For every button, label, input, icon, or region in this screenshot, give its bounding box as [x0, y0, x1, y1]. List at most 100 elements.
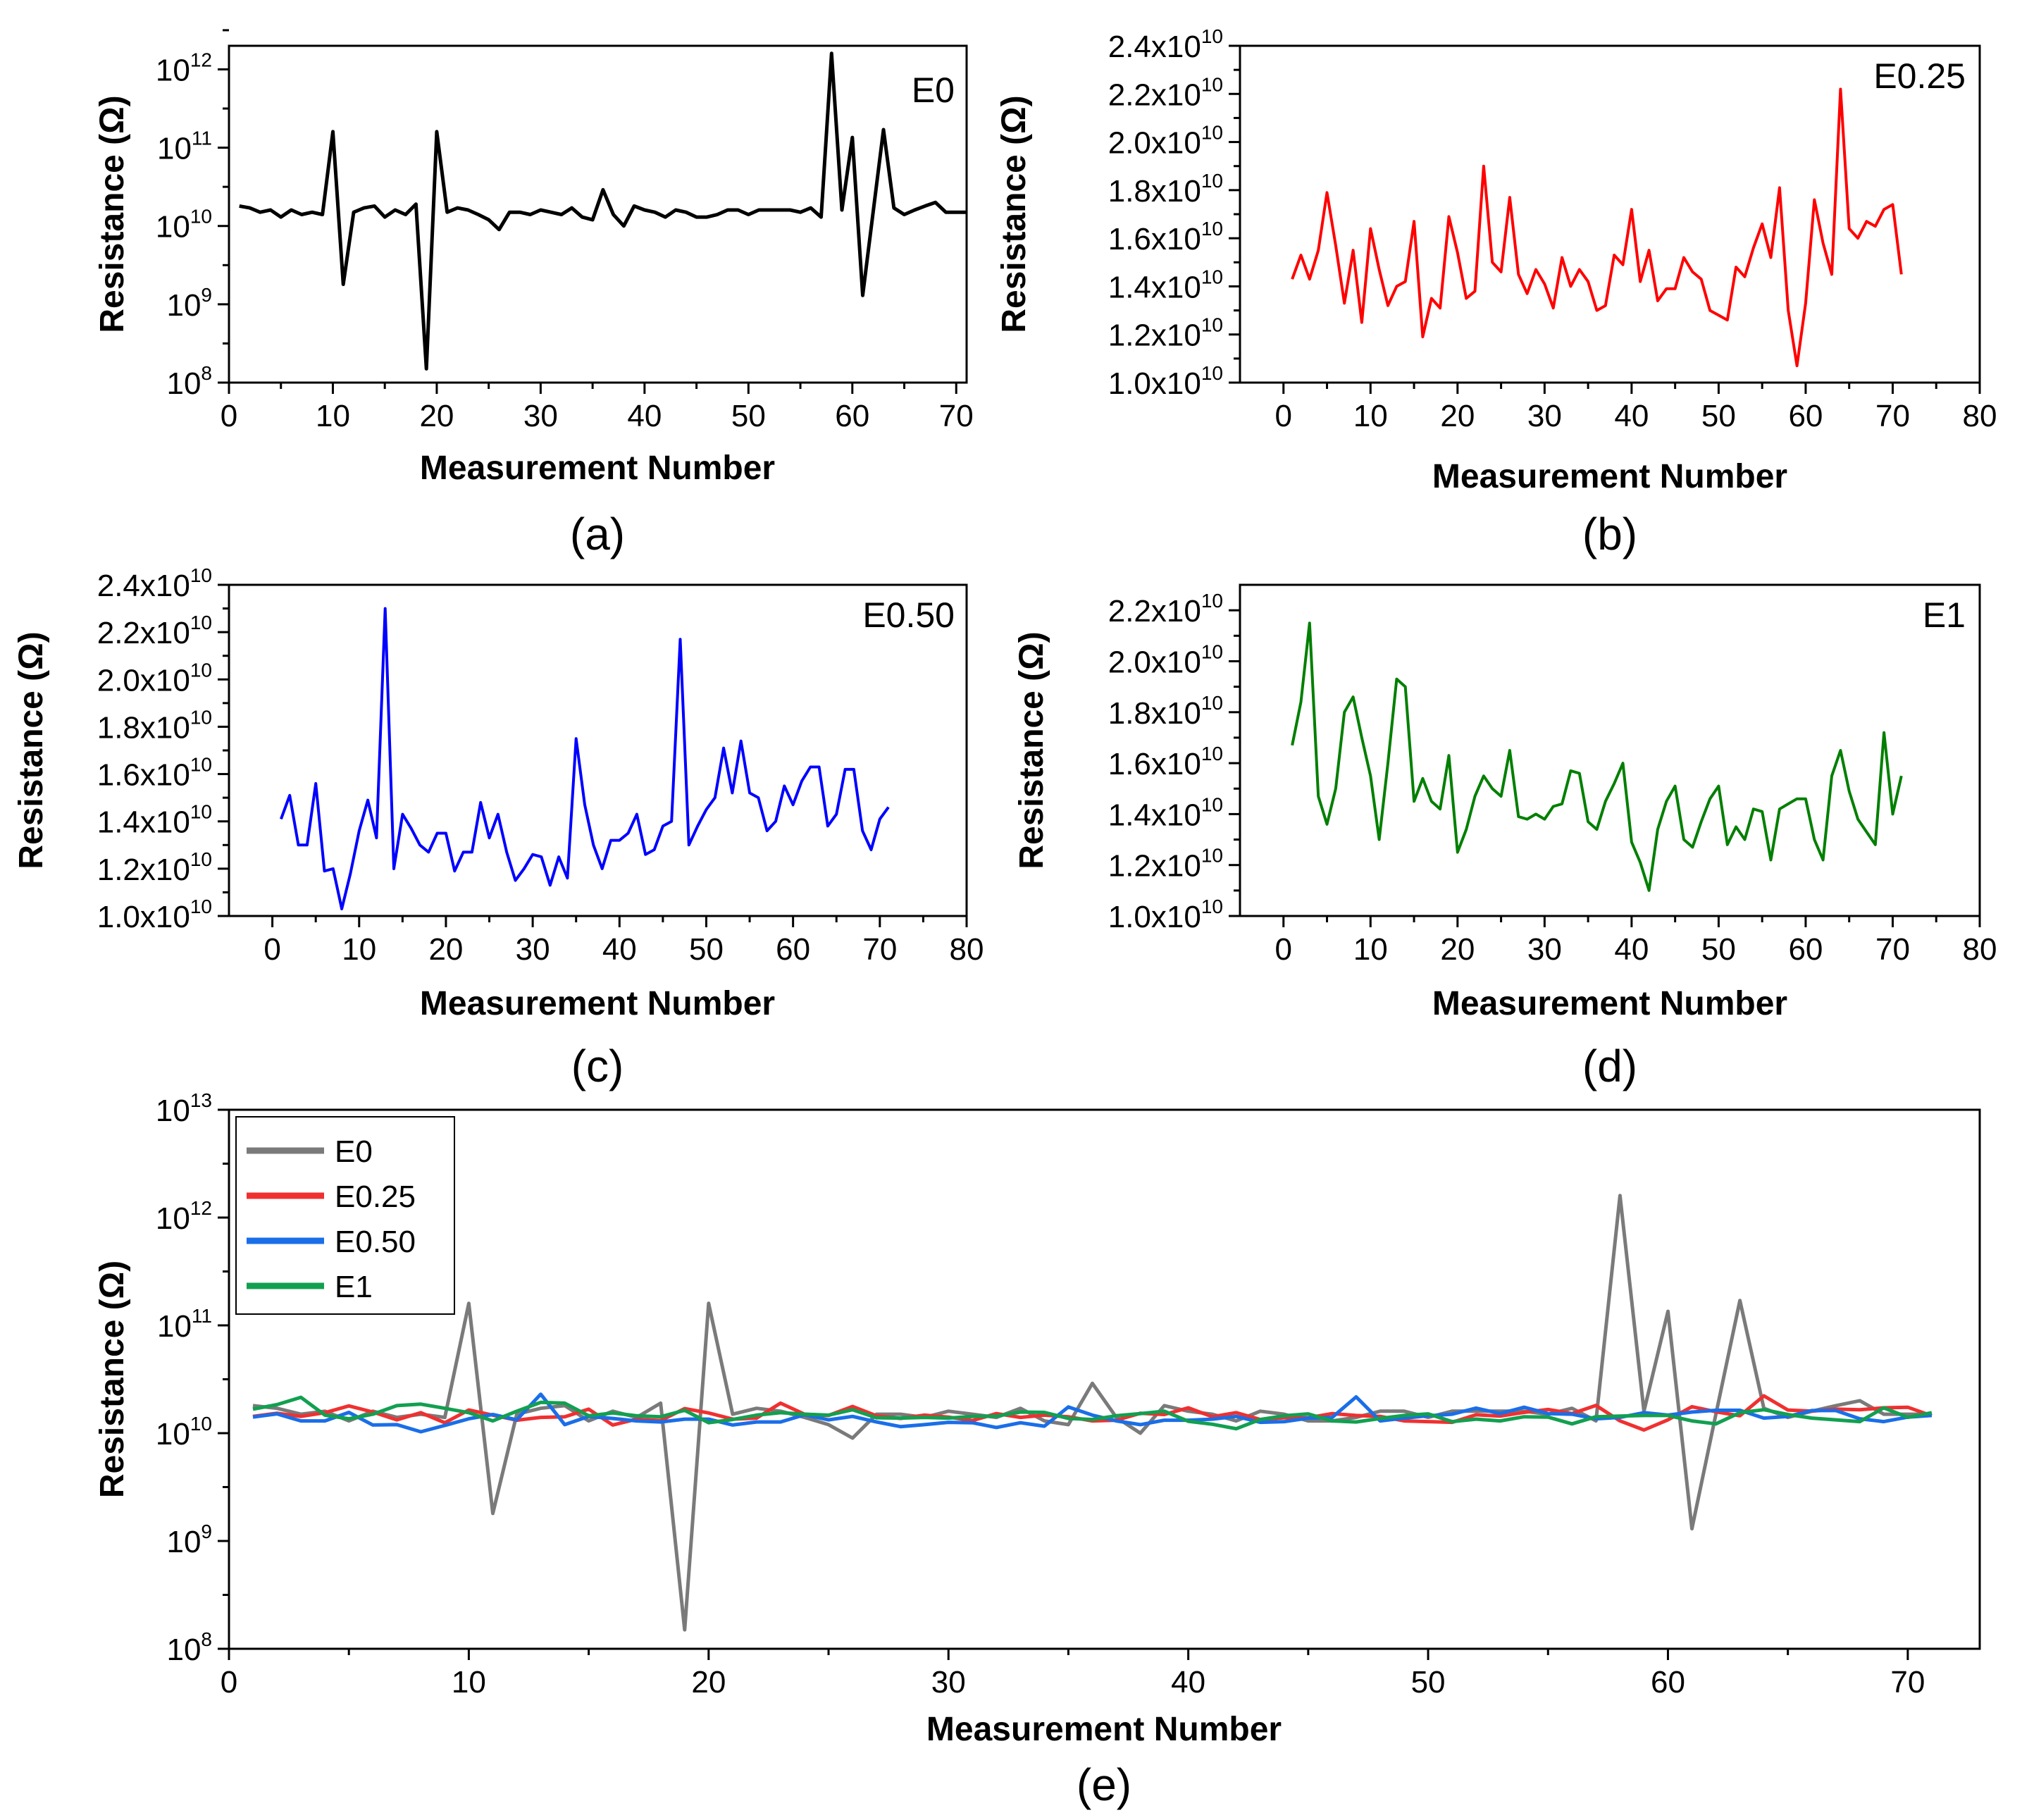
x-tick-label: 20 — [428, 932, 463, 967]
x-tick-label: 60 — [1788, 932, 1823, 967]
plot-frame — [1239, 583, 1981, 917]
x-tick-label: 40 — [602, 932, 637, 967]
y-axis-title: Resistance (Ω) — [94, 95, 131, 333]
y-tick-label: 2.2x1010 — [97, 612, 212, 650]
x-tick-label: 10 — [316, 399, 350, 433]
series-group — [1291, 621, 1903, 892]
chart-panel-c: 0 10 20 30 40 50 60 70 80 1.0x1010 1.2x1010 1.4x101… — [13, 564, 984, 1091]
series-line-E1 — [252, 1395, 1933, 1431]
chart-panel-a: 0 10 20 30 40 50 60 70 108 109 1010 1011 1012 Measure… — [94, 29, 974, 559]
y-tick-label: 108 — [166, 362, 212, 401]
series-group — [280, 607, 890, 910]
y-tick-label: 1.0x1010 — [1108, 896, 1223, 934]
series-inset-label: E0 — [912, 70, 955, 110]
plot-frame — [228, 1108, 1981, 1650]
x-tick-label: 50 — [1411, 1665, 1446, 1700]
panel-label: (e) — [1077, 1759, 1131, 1810]
legend-entry: E0.50 — [335, 1225, 416, 1259]
x-tick-label: 70 — [862, 932, 897, 967]
x-tick-label: 20 — [419, 399, 454, 433]
chart-panel-b: 0 10 20 30 40 50 60 70 80 1.0x1010 1.2x1010 1.4x101… — [996, 25, 1997, 559]
y-tick-label: 1010 — [156, 206, 212, 244]
x-tick-label: 30 — [516, 932, 550, 967]
panel-label: (a) — [570, 509, 625, 559]
y-tick-label: 1.8x1010 — [1108, 692, 1223, 731]
y-tick-label: 1.6x1010 — [97, 754, 212, 793]
chart-panel-d: 0 10 20 30 40 50 60 70 80 1.0x1010 1.2x1010 1.4x101… — [1013, 583, 1997, 1091]
x-tick-label: 50 — [1701, 932, 1736, 967]
x-tick-label: 40 — [1171, 1665, 1205, 1700]
legend-entry: E0.25 — [335, 1180, 416, 1214]
x-tick-label: 70 — [1890, 1665, 1925, 1700]
y-tick-label: 2.0x1010 — [1108, 640, 1223, 679]
x-tick-label: 40 — [1614, 399, 1649, 433]
y-tick-label: 2.4x1010 — [1108, 25, 1223, 64]
x-tick-label: 70 — [939, 399, 974, 433]
y-tick-label: 2.0x1010 — [1108, 122, 1223, 161]
x-tick-label: 10 — [342, 932, 376, 967]
y-tick-label: 1011 — [157, 128, 212, 166]
x-tick-label: 70 — [1875, 399, 1910, 433]
y-tick-label: 1013 — [156, 1089, 212, 1128]
x-tick-label: 60 — [1788, 399, 1823, 433]
series-group — [239, 51, 967, 371]
x-axis-title: Measurement Number — [1432, 985, 1787, 1022]
y-tick-label: 109 — [166, 1521, 212, 1559]
series-line-E0.50 — [252, 1392, 1933, 1434]
y-tick-label: 2.4x1010 — [97, 564, 212, 603]
x-tick-label: 20 — [1440, 932, 1475, 967]
x-axis-title: Measurement Number — [926, 1711, 1282, 1748]
y-axis-title: Resistance (Ω) — [94, 1261, 131, 1498]
x-tick-label: 20 — [691, 1665, 726, 1700]
x-tick-label: 60 — [1651, 1665, 1685, 1700]
x-tick-label: 0 — [221, 1665, 237, 1700]
x-axis-title: Measurement Number — [1432, 458, 1787, 495]
series-inset-label: E0.25 — [1873, 56, 1966, 96]
x-tick-label: 10 — [452, 1665, 486, 1700]
x-tick-label: 60 — [776, 932, 810, 967]
x-tick-label: 60 — [835, 399, 869, 433]
x-axis-title: Measurement Number — [420, 985, 775, 1022]
x-tick-label: 40 — [627, 399, 662, 433]
legend: E0 E0.25 E0.50 E1 — [235, 1116, 455, 1315]
plot-frame — [228, 583, 968, 917]
x-tick-label: 50 — [731, 399, 766, 433]
series-line-E1 — [1291, 621, 1903, 892]
plot-frame — [1239, 44, 1981, 384]
series-line-E0 — [252, 1194, 1932, 1632]
series-inset-label: E0.50 — [862, 595, 955, 635]
x-tick-label: 80 — [950, 932, 984, 967]
x-tick-label: 0 — [263, 932, 280, 967]
y-tick-label: 108 — [166, 1628, 212, 1667]
y-tick-label: 1.0x1010 — [97, 896, 212, 934]
series-line-E0.50 — [280, 607, 890, 910]
y-tick-label: 1.6x1010 — [1108, 218, 1223, 256]
x-tick-label: 30 — [931, 1665, 966, 1700]
x-tick-label: 30 — [523, 399, 558, 433]
chart-panel-e: 0 10 20 30 40 50 60 70 108 109 1010 1011 1012 1013 Mea… — [94, 1089, 1981, 1810]
y-tick-label: 1.2x1010 — [97, 848, 212, 887]
legend-entry: E1 — [335, 1270, 373, 1304]
y-tick-label: 1.2x1010 — [1108, 314, 1223, 353]
y-tick-label: 1.8x1010 — [1108, 170, 1223, 209]
y-tick-label: 1010 — [156, 1413, 212, 1451]
y-tick-label: 1.0x1010 — [1108, 362, 1223, 401]
y-axis-title: Resistance (Ω) — [996, 95, 1033, 333]
y-axis-title: Resistance (Ω) — [13, 631, 50, 869]
y-tick-label: 1.4x1010 — [1108, 793, 1223, 832]
panel-label: (b) — [1582, 509, 1637, 559]
y-tick-label: 2.2x1010 — [1108, 590, 1223, 629]
x-tick-label: 20 — [1440, 399, 1475, 433]
y-tick-label: 1.6x1010 — [1108, 743, 1223, 781]
y-tick-label: 109 — [166, 284, 212, 323]
y-tick-label: 1.8x1010 — [97, 706, 212, 745]
series-line-E0.25 — [1291, 87, 1903, 368]
panel-label: (d) — [1582, 1041, 1637, 1091]
series-group — [1291, 87, 1903, 368]
y-tick-label: 1.4x1010 — [97, 801, 212, 840]
y-tick-label: 1.2x1010 — [1108, 845, 1223, 884]
x-tick-label: 10 — [1353, 399, 1388, 433]
y-tick-label: 1012 — [156, 1197, 212, 1236]
x-tick-label: 0 — [1275, 932, 1292, 967]
